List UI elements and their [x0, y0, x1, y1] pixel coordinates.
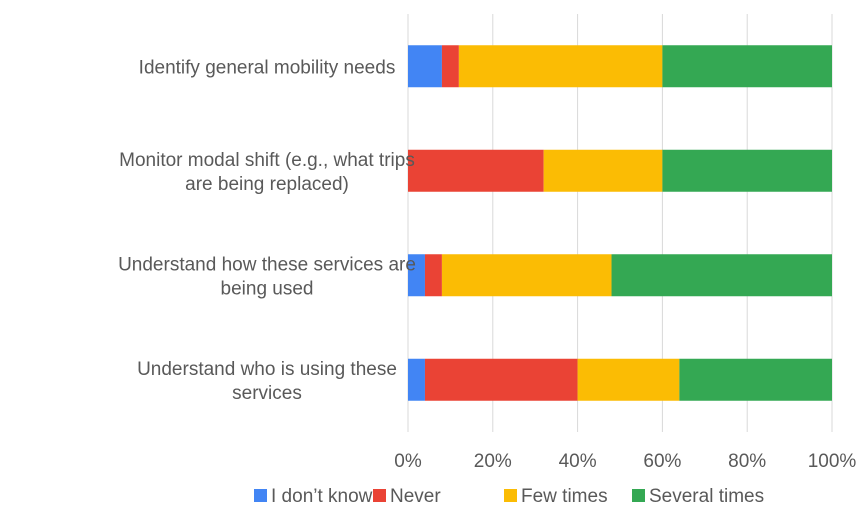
legend-swatch — [632, 489, 645, 502]
bar-segment — [662, 45, 832, 88]
legend-swatch — [254, 489, 267, 502]
category-label: Understand how these services are — [118, 254, 416, 275]
category-label: Identify general mobility needs — [139, 57, 396, 78]
x-tick-label: 20% — [474, 451, 512, 472]
bar-segment — [408, 254, 425, 297]
category-label: Understand who is using these — [137, 359, 397, 380]
legend-label: Never — [390, 486, 441, 507]
bar-segment — [441, 254, 612, 297]
x-tick-label: 100% — [808, 451, 857, 472]
bars — [408, 45, 832, 401]
bar-segment — [679, 358, 832, 401]
category-label: Monitor modal shift (e.g., what trips — [119, 150, 415, 171]
bar-segment — [408, 149, 544, 192]
legend-label: I don’t know — [271, 486, 373, 507]
bar-segment — [543, 149, 663, 192]
category-label: being used — [221, 278, 314, 299]
bar-segment — [458, 45, 663, 88]
legend: I don’t know Never Few times Several times — [254, 486, 764, 507]
legend-label: Several times — [649, 486, 764, 507]
legend-swatch — [504, 489, 517, 502]
bar-segment — [441, 45, 459, 88]
bar-segment — [424, 254, 442, 297]
x-tick-label: 80% — [728, 451, 766, 472]
x-tick-label: 40% — [559, 451, 597, 472]
category-label: services — [232, 383, 302, 404]
category-label: are being replaced) — [185, 174, 349, 195]
x-tick-label: 60% — [643, 451, 681, 472]
bar-segment — [408, 45, 442, 88]
legend-swatch — [373, 489, 386, 502]
legend-label: Few times — [521, 486, 608, 507]
category-labels: Identify general mobility needs Monitor m… — [118, 57, 416, 404]
bar-segment — [408, 358, 425, 401]
x-tick-label: 0% — [394, 451, 422, 472]
x-axis-tick-labels: 0% 20% 40% 60% 80% 100% — [394, 451, 856, 472]
bar-segment — [662, 149, 832, 192]
bar-segment — [424, 358, 578, 401]
bar-segment — [577, 358, 680, 401]
bar-segment — [611, 254, 832, 297]
